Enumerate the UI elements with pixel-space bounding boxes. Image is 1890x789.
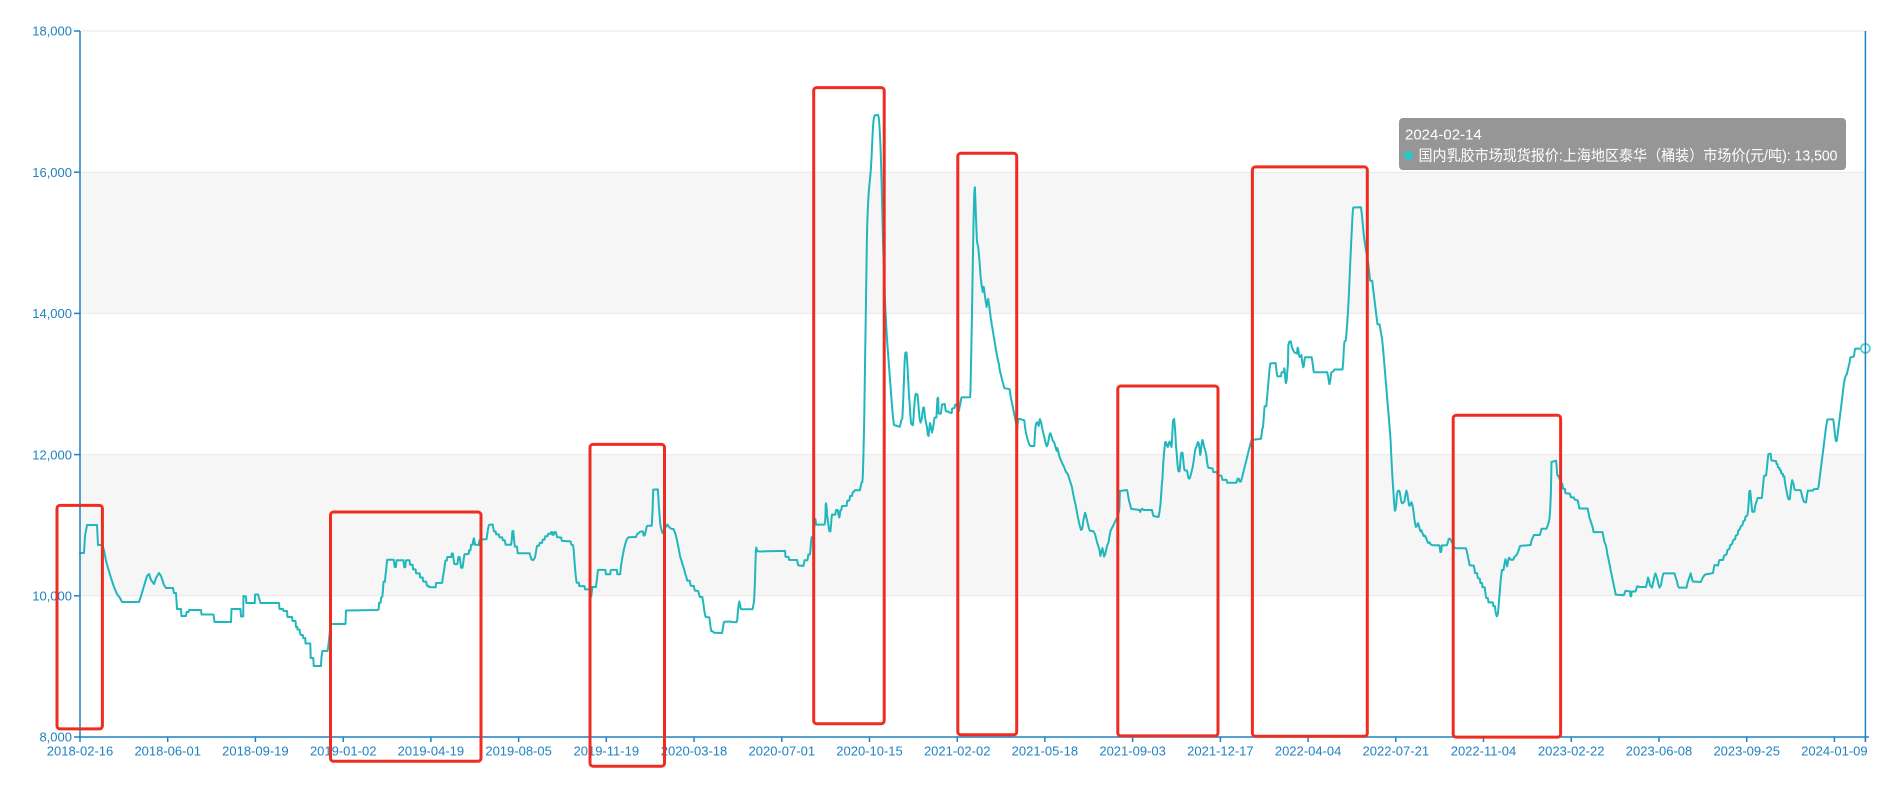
svg-text:2019-01-02: 2019-01-02	[310, 744, 377, 759]
svg-text:2021-05-18: 2021-05-18	[1012, 744, 1079, 759]
svg-text:2024-01-09: 2024-01-09	[1801, 744, 1868, 759]
svg-text:2018-02-16: 2018-02-16	[47, 744, 114, 759]
svg-text:2019-11-19: 2019-11-19	[574, 744, 640, 759]
svg-text:2022-11-04: 2022-11-04	[1451, 744, 1517, 759]
svg-text:2021-12-17: 2021-12-17	[1187, 744, 1254, 759]
svg-text:2021-02-02: 2021-02-02	[924, 744, 991, 759]
svg-text:2023-02-22: 2023-02-22	[1538, 744, 1605, 759]
svg-text:2020-03-18: 2020-03-18	[661, 744, 728, 759]
svg-text:2022-04-04: 2022-04-04	[1275, 744, 1342, 759]
svg-text:2020-10-15: 2020-10-15	[836, 744, 903, 759]
svg-text:2024-02-14: 2024-02-14	[1405, 127, 1482, 144]
svg-text:18,000: 18,000	[32, 24, 72, 39]
svg-text:2018-06-01: 2018-06-01	[134, 744, 201, 759]
svg-text:16,000: 16,000	[32, 165, 72, 180]
svg-text:12,000: 12,000	[32, 447, 72, 462]
svg-text:2019-08-05: 2019-08-05	[485, 744, 552, 759]
svg-text:2023-06-08: 2023-06-08	[1626, 744, 1693, 759]
svg-text:2018-09-19: 2018-09-19	[222, 744, 289, 759]
svg-text:2021-09-03: 2021-09-03	[1099, 744, 1166, 759]
svg-text:2020-07-01: 2020-07-01	[749, 744, 816, 759]
svg-text:2023-09-25: 2023-09-25	[1713, 744, 1780, 759]
svg-text:14,000: 14,000	[32, 306, 72, 321]
svg-text:国内乳胶市场现货报价:上海地区泰华（桶装）市场价(元/吨):: 国内乳胶市场现货报价:上海地区泰华（桶装）市场价(元/吨): 13,500	[1419, 148, 1838, 165]
svg-text:2022-07-21: 2022-07-21	[1363, 744, 1430, 759]
svg-text:10,000: 10,000	[32, 589, 72, 604]
svg-text:2019-04-19: 2019-04-19	[398, 744, 465, 759]
svg-text:8,000: 8,000	[39, 730, 72, 745]
